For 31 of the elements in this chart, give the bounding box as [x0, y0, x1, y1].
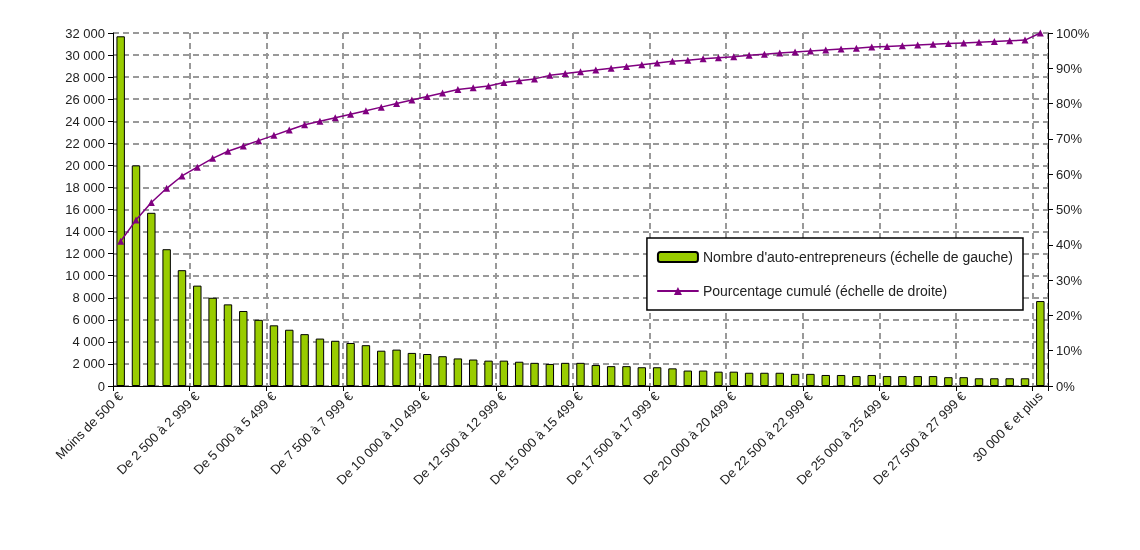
legend-label: Nombre d'auto-entrepreneurs (échelle de gauche) [702, 249, 1013, 265]
y2-tick-label: 10% [1056, 343, 1083, 359]
y-tick-label: 28 000 [65, 69, 105, 85]
y2-tick-label: 80% [1056, 96, 1083, 112]
y-tick-label: 12 000 [65, 246, 105, 262]
y-tick-label: 14 000 [65, 224, 105, 240]
y2-tick-label: 50% [1056, 202, 1083, 217]
y-tick-label: 20 000 [65, 157, 105, 173]
y2-tick-label: 0% [1056, 378, 1076, 394]
y-tick-label: 0 [97, 378, 105, 394]
y-tick-label: 10 000 [65, 268, 105, 284]
legend-label: Pourcentage cumulé (échelle de droite) [702, 283, 948, 299]
y-tick-label: 16 000 [65, 202, 105, 217]
y2-tick-label: 40% [1056, 237, 1083, 253]
y-tick-label: 6 000 [72, 312, 105, 328]
y-tick-label: 24 000 [65, 113, 105, 129]
y-tick-label: 26 000 [65, 91, 105, 107]
y-tick-label: 4 000 [72, 334, 105, 350]
y2-tick-label: 60% [1056, 166, 1083, 182]
y2-tick-label: 20% [1056, 307, 1083, 323]
y-tick-label: 22 000 [65, 135, 105, 151]
y2-tick-label: 30% [1056, 272, 1083, 288]
y-tick-label: 2 000 [72, 356, 105, 372]
y2-tick-label: 90% [1056, 60, 1083, 76]
y-tick-label: 30 000 [65, 47, 105, 63]
y-tick-label: 8 000 [72, 290, 105, 306]
x-tick-label: 30 000 € et plus [969, 388, 1046, 465]
y2-tick-label: 70% [1056, 131, 1083, 147]
y2-tick-label: 100% [1056, 25, 1090, 41]
y-tick-label: 18 000 [65, 179, 105, 195]
y-tick-label: 32 000 [65, 25, 105, 41]
